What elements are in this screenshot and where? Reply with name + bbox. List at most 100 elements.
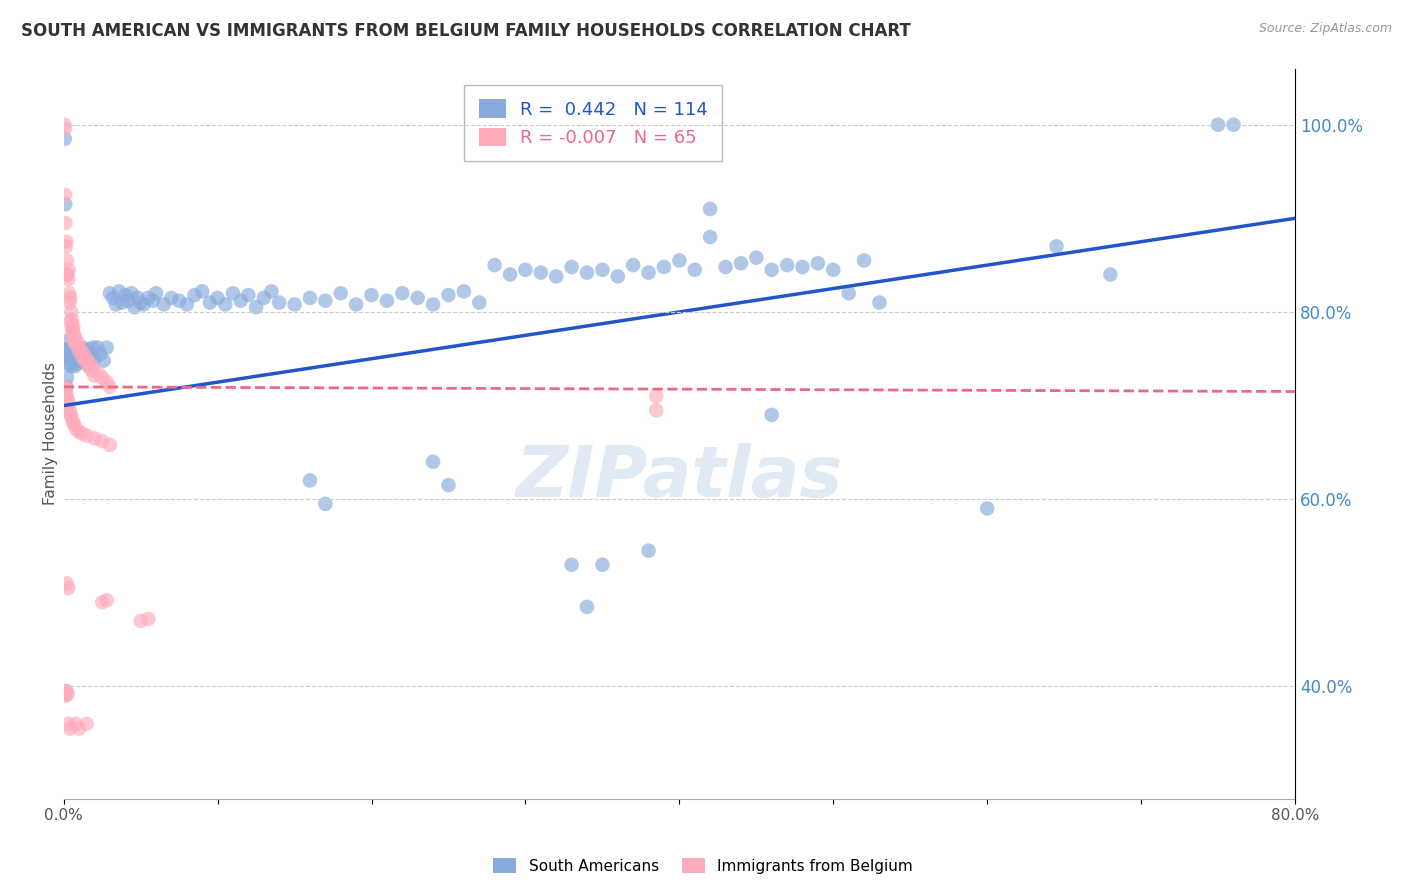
Point <box>75 353 97 368</box>
Point <box>111 295 134 310</box>
Point <box>792 260 814 274</box>
Point <box>546 269 568 284</box>
Point <box>260 285 283 299</box>
Point <box>637 543 659 558</box>
Point <box>60 318 83 333</box>
Point <box>55 689 77 703</box>
Point <box>98 438 121 452</box>
Point <box>58 717 80 731</box>
Point <box>58 356 80 370</box>
Point <box>637 266 659 280</box>
Point <box>58 262 80 277</box>
Point <box>76 428 98 442</box>
Point <box>55 387 77 401</box>
Point <box>776 258 799 272</box>
Point <box>62 324 84 338</box>
Point <box>129 295 152 310</box>
Point <box>55 380 77 394</box>
Point <box>55 343 77 357</box>
Point <box>98 286 121 301</box>
Point <box>53 684 76 698</box>
Point <box>62 416 84 430</box>
Point <box>136 291 159 305</box>
Point <box>124 300 146 314</box>
Point <box>59 403 82 417</box>
Point <box>645 403 668 417</box>
Point <box>561 260 583 274</box>
Point <box>86 341 108 355</box>
Point <box>56 399 79 413</box>
Point <box>58 272 80 286</box>
Point <box>70 350 93 364</box>
Point <box>422 297 444 311</box>
Point <box>93 353 115 368</box>
Point <box>699 230 721 244</box>
Point <box>76 351 98 366</box>
Point <box>59 351 82 366</box>
Point <box>59 722 82 736</box>
Point <box>105 297 128 311</box>
Point <box>314 497 336 511</box>
Point <box>62 353 84 368</box>
Point <box>55 382 77 396</box>
Point <box>183 288 205 302</box>
Point <box>83 351 105 366</box>
Point <box>761 408 783 422</box>
Point <box>56 268 79 282</box>
Point <box>422 455 444 469</box>
Point <box>59 408 82 422</box>
Point <box>621 258 644 272</box>
Point <box>65 717 87 731</box>
Point <box>53 684 76 698</box>
Point <box>761 262 783 277</box>
Point <box>59 314 82 328</box>
Point <box>55 391 77 405</box>
Point <box>56 401 79 415</box>
Point <box>55 268 77 282</box>
Point <box>191 285 214 299</box>
Point <box>176 297 198 311</box>
Point <box>55 351 77 366</box>
Point <box>63 334 86 349</box>
Point <box>53 118 76 132</box>
Point <box>253 291 276 305</box>
Point <box>207 291 229 305</box>
Point <box>58 333 80 347</box>
Point <box>344 297 367 311</box>
Point <box>70 341 93 355</box>
Point <box>79 356 101 370</box>
Point <box>73 347 96 361</box>
Point <box>59 344 82 359</box>
Point <box>53 380 76 394</box>
Point <box>60 326 83 340</box>
Point <box>129 614 152 628</box>
Point <box>730 256 752 270</box>
Point <box>53 122 76 136</box>
Point <box>75 344 97 359</box>
Point <box>58 581 80 595</box>
Point <box>58 286 80 301</box>
Point <box>66 356 89 370</box>
Point <box>575 266 598 280</box>
Point <box>683 262 706 277</box>
Point <box>976 501 998 516</box>
Point <box>62 350 84 364</box>
Point <box>699 202 721 216</box>
Point <box>63 347 86 361</box>
Point <box>91 595 114 609</box>
Y-axis label: Family Households: Family Households <box>44 362 58 505</box>
Point <box>120 286 142 301</box>
Point <box>167 293 190 308</box>
Point <box>59 295 82 310</box>
Point <box>91 370 114 384</box>
Point <box>55 239 77 253</box>
Point <box>360 288 382 302</box>
Point <box>114 288 136 302</box>
Point <box>69 353 91 368</box>
Point <box>229 293 252 308</box>
Point <box>62 318 84 333</box>
Point <box>652 260 675 274</box>
Point <box>283 297 305 311</box>
Point <box>1045 239 1067 253</box>
Point <box>714 260 737 274</box>
